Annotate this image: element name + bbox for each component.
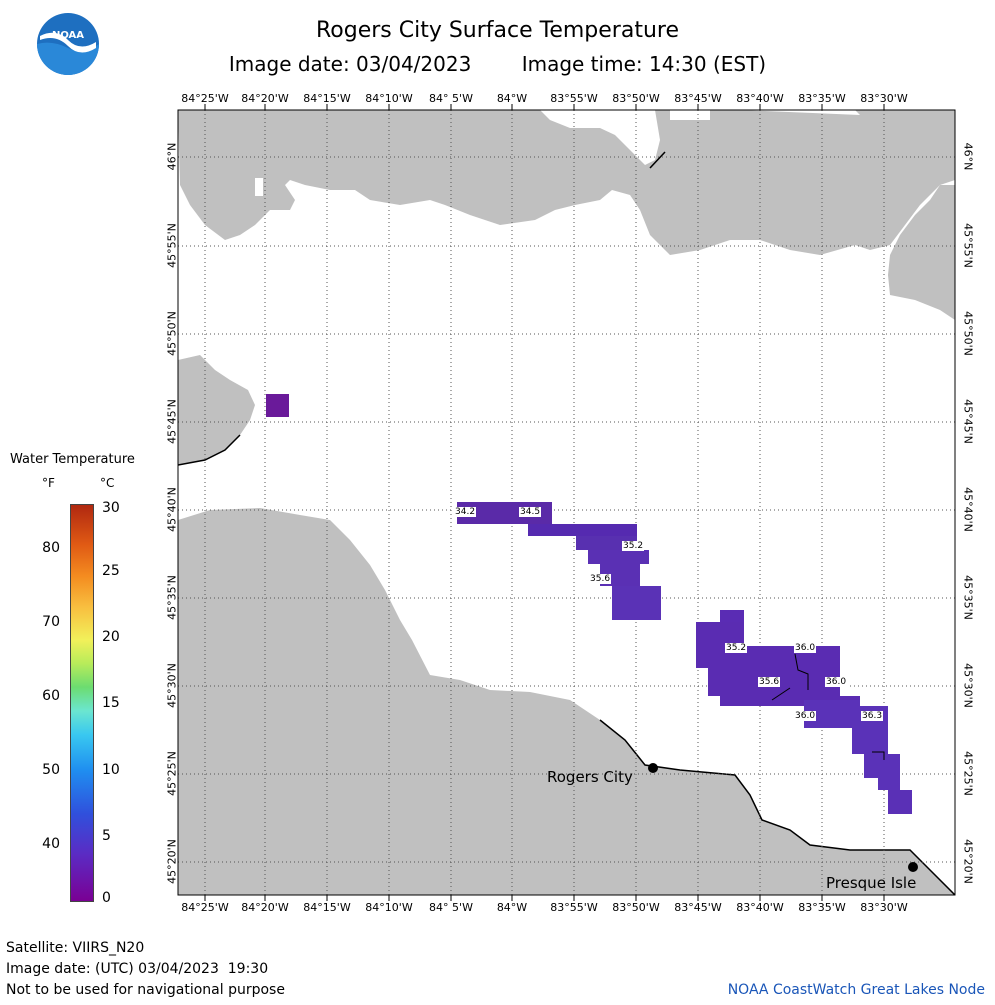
land-south (178, 508, 955, 895)
lat-tick-right: 45°45'N (961, 399, 975, 444)
temperature-label: 36.0 (794, 643, 817, 653)
lat-tick-left: 46°N (165, 142, 179, 171)
lon-tick-bottom: 84°25'W (181, 901, 229, 914)
place-label-rogers-city: Rogers City (547, 768, 633, 786)
lon-tick-bottom: 83°55'W (550, 901, 598, 914)
disclaimer: Not to be used for navigational purpose (6, 982, 285, 998)
lon-tick-bottom: 83°50'W (612, 901, 660, 914)
legend-unit-c: °C (100, 476, 115, 490)
land-west (178, 355, 255, 465)
legend-unit-f: °F (42, 476, 55, 490)
image-date: Image date: 03/04/2023 (228, 52, 472, 76)
temperature-label: 35.6 (758, 677, 781, 687)
lat-tick-right: 45°50'N (961, 311, 975, 356)
lat-tick-left: 45°30'N (165, 663, 179, 708)
legend-f-tick: 80 (42, 540, 60, 556)
place-label-presque-isle: Presque Isle (826, 874, 917, 892)
lat-tick-right: 45°55'N (961, 223, 975, 268)
map-border (177, 109, 956, 896)
presque-isle-marker[interactable] (908, 862, 918, 872)
lon-tick-top: 83°40'W (736, 92, 784, 105)
legend-c-tick: 25 (102, 563, 120, 579)
lat-tick-left: 45°35'N (165, 575, 179, 620)
legend-title: Water Temperature (10, 452, 135, 467)
lon-tick-top: 84° 5'W (429, 92, 473, 105)
legend-f-tick: 70 (42, 614, 60, 630)
lon-tick-top: 84°10'W (365, 92, 413, 105)
lon-tick-bottom: 84°10'W (365, 901, 413, 914)
lon-tick-top: 83°30'W (860, 92, 908, 105)
lon-tick-bottom: 84°20'W (241, 901, 289, 914)
lat-tick-left: 45°20'N (165, 839, 179, 884)
temperature-label: 36.0 (794, 711, 817, 721)
legend-c-tick: 0 (102, 890, 111, 906)
lat-tick-right: 45°20'N (961, 839, 975, 884)
temperature-label: 35.2 (622, 541, 645, 551)
lon-tick-bottom: 83°30'W (860, 901, 908, 914)
temperature-label: 34.2 (454, 507, 477, 517)
lon-tick-top: 83°55'W (550, 92, 598, 105)
lon-tick-top: 83°35'W (798, 92, 846, 105)
legend-f-tick: 50 (42, 762, 60, 778)
lon-tick-bottom: 84°15'W (303, 901, 351, 914)
legend-c-tick: 10 (102, 762, 120, 778)
land-north (178, 110, 955, 255)
temperature-label: 36.0 (825, 677, 848, 687)
legend-f-tick: 40 (42, 836, 60, 852)
lon-tick-top: 84°15'W (303, 92, 351, 105)
lon-tick-bottom: 84°W (496, 901, 528, 914)
legend-c-tick: 30 (102, 500, 120, 516)
rogers-city-marker[interactable] (648, 763, 658, 773)
temperature-label: 34.5 (519, 507, 542, 517)
land-northeast (888, 185, 955, 320)
lon-tick-top: 83°50'W (612, 92, 660, 105)
lat-tick-right: 45°40'N (961, 487, 975, 532)
lat-tick-left: 45°55'N (165, 223, 179, 268)
lat-tick-right: 46°N (961, 142, 975, 171)
temperature-label: 35.6 (589, 574, 612, 584)
lon-tick-bottom: 83°40'W (736, 901, 784, 914)
lon-tick-bottom: 83°45'W (674, 901, 722, 914)
logo-text: NOAA (52, 30, 84, 41)
lon-tick-top: 84°25'W (181, 92, 229, 105)
image-time: Image time: 14:30 (EST) (521, 52, 767, 76)
legend-f-tick: 60 (42, 688, 60, 704)
legend-c-tick: 20 (102, 629, 120, 645)
legend-c-tick: 5 (102, 828, 111, 844)
utc-date-info: Image date: (UTC) 03/04/2023 19:30 (6, 961, 269, 977)
lat-tick-left: 45°50'N (165, 311, 179, 356)
lat-tick-right: 45°35'N (961, 575, 975, 620)
lon-tick-top: 84°W (496, 92, 528, 105)
legend-c-tick: 15 (102, 695, 120, 711)
map-title: Rogers City Surface Temperature (315, 18, 680, 43)
temperature-colorbar (70, 504, 94, 902)
lon-tick-top: 83°45'W (674, 92, 722, 105)
temperature-label: 35.2 (725, 643, 748, 653)
lon-tick-bottom: 83°35'W (798, 901, 846, 914)
noaa-logo-icon: NOAA (37, 13, 99, 75)
lat-tick-right: 45°25'N (961, 751, 975, 796)
lon-tick-top: 84°20'W (241, 92, 289, 105)
lat-tick-left: 45°45'N (165, 399, 179, 444)
credit-link[interactable]: NOAA CoastWatch Great Lakes Node (727, 982, 985, 998)
temperature-label: 36.3 (861, 711, 884, 721)
lat-tick-right: 45°30'N (961, 663, 975, 708)
lat-tick-left: 45°25'N (165, 751, 179, 796)
lat-tick-left: 45°40'N (165, 487, 179, 532)
lon-tick-bottom: 84° 5'W (429, 901, 473, 914)
image-datetime: Image date: 03/04/2023 Image time: 14:30… (0, 52, 995, 76)
satellite-info: Satellite: VIIRS_N20 (6, 940, 145, 956)
